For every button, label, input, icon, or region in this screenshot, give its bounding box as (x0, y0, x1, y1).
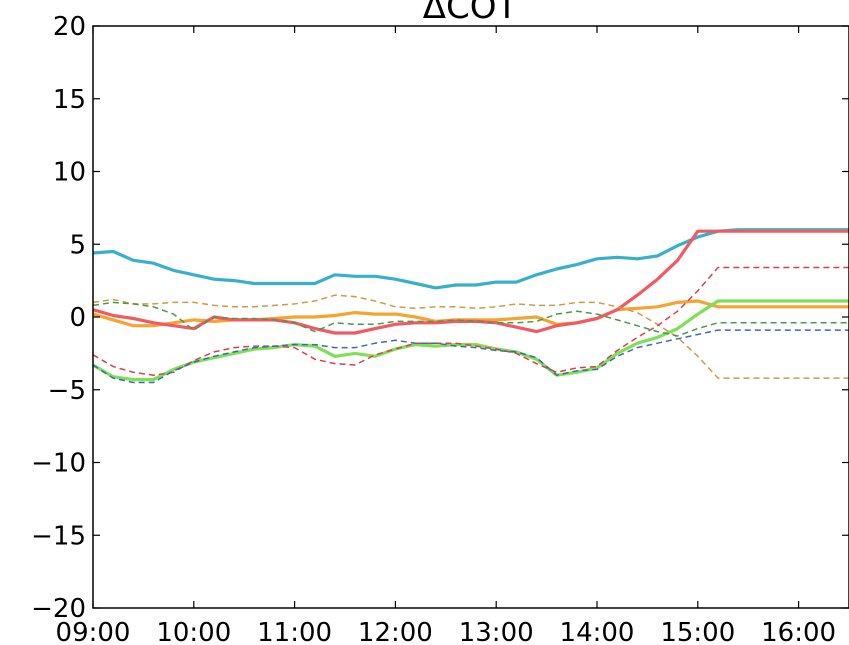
x-tick-label: 12:00 (358, 618, 433, 645)
series-line-7 (92, 266, 849, 376)
series-line-3 (92, 229, 849, 335)
series-layer (92, 228, 849, 384)
x-tick-label: 14:00 (560, 618, 635, 645)
y-tick-label: −15 (31, 521, 86, 551)
y-tick-label: 5 (69, 230, 86, 260)
series-line-1 (92, 228, 849, 290)
y-tick-label: −20 (31, 594, 86, 624)
y-tick-label: 10 (53, 158, 86, 188)
x-tick-label: 10:00 (156, 618, 231, 645)
x-tick-label: 09:00 (56, 618, 131, 645)
y-tick-label: 0 (69, 303, 86, 333)
x-tick-label: 11:00 (257, 618, 332, 645)
y-tick-label: 20 (53, 12, 86, 42)
series-line-4 (92, 299, 849, 382)
x-tick-label: 16:00 (761, 618, 836, 645)
chart-title: ΔCOT (423, 0, 518, 27)
x-tick-label: 15:00 (660, 618, 735, 645)
tick-layer: 09:00 10:00 11:00 12:00 13:00 14:00 15:00 16:00… (31, 12, 849, 645)
y-tick-label: −10 (31, 449, 86, 479)
series-line-8 (92, 329, 849, 384)
y-tick-label: −5 (48, 376, 86, 406)
plot-frame (92, 25, 849, 609)
series-line-6 (92, 301, 849, 337)
x-tick-label: 13:00 (459, 618, 534, 645)
y-tick-label: 15 (53, 85, 86, 115)
